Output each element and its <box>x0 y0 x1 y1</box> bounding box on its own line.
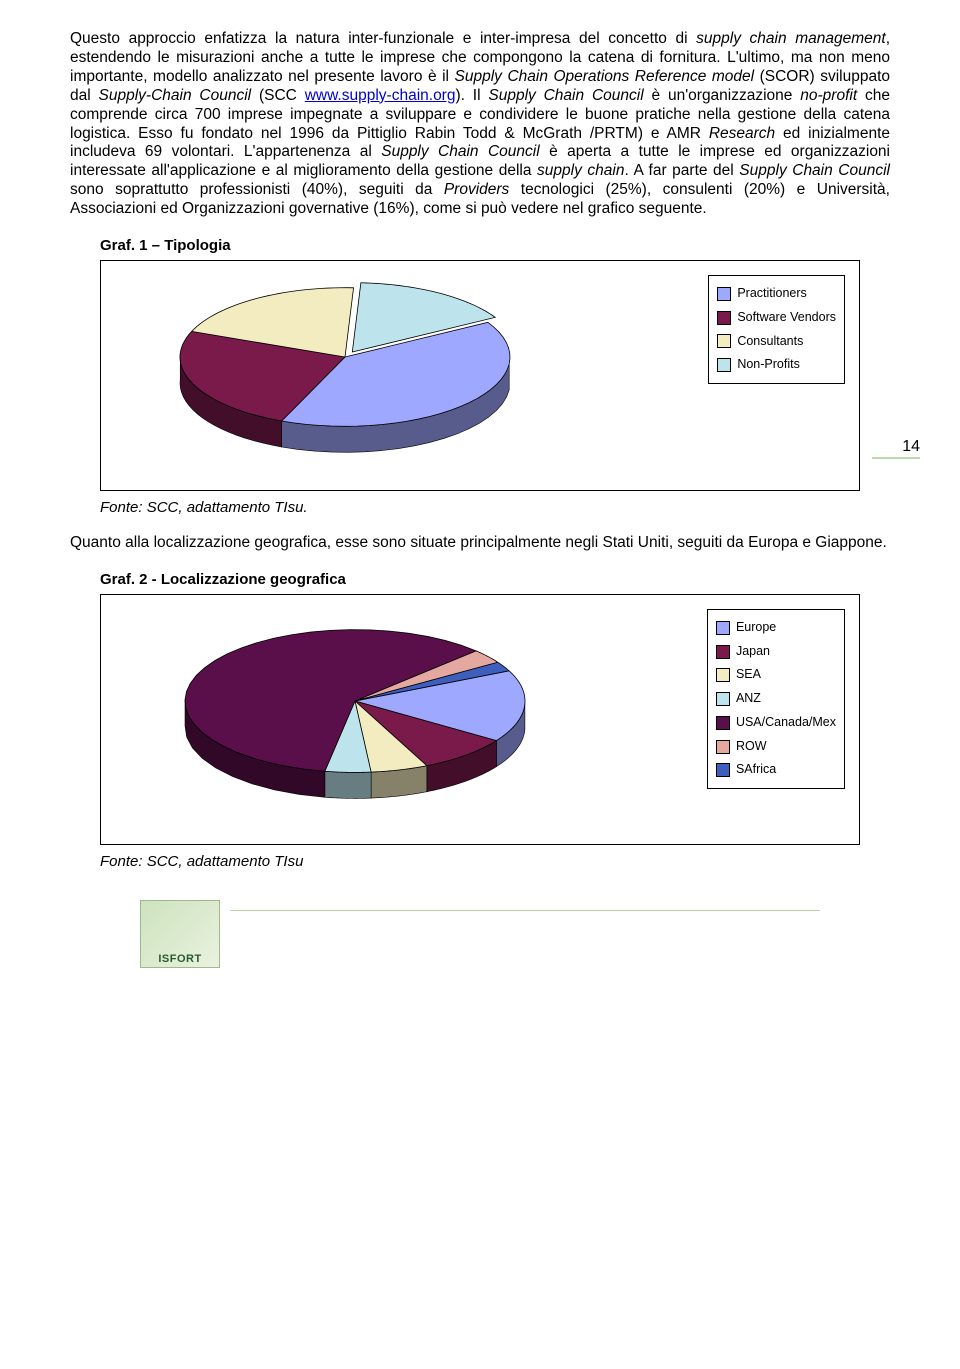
legend-swatch <box>717 358 731 372</box>
chart1-frame: PractitionersSoftware VendorsConsultants… <box>100 260 860 491</box>
chart2-legend: EuropeJapanSEAANZUSA/Canada/MexROWSAfric… <box>707 609 845 789</box>
legend-swatch <box>717 311 731 325</box>
legend-label: ANZ <box>736 687 761 711</box>
legend-item: ANZ <box>716 687 836 711</box>
chart1-legend: PractitionersSoftware VendorsConsultants… <box>708 275 845 384</box>
legend-label: Practitioners <box>737 282 806 306</box>
legend-label: Non-Profits <box>737 353 800 377</box>
chart2-frame: EuropeJapanSEAANZUSA/Canada/MexROWSAfric… <box>100 594 860 845</box>
page-footer: ISFORT <box>70 910 890 990</box>
legend-item: USA/Canada/Mex <box>716 711 836 735</box>
chart2-title: Graf. 2 - Localizzazione geografica <box>100 571 890 588</box>
legend-item: Japan <box>716 640 836 664</box>
legend-item: Consultants <box>717 330 836 354</box>
legend-item: Software Vendors <box>717 306 836 330</box>
legend-swatch <box>716 645 730 659</box>
mid-paragraph: Quanto alla localizzazione geografica, e… <box>70 534 890 553</box>
legend-label: Europe <box>736 616 776 640</box>
legend-label: Japan <box>736 640 770 664</box>
chart1-pie <box>115 271 635 471</box>
legend-label: SEA <box>736 663 761 687</box>
legend-swatch <box>716 763 730 777</box>
main-paragraph: Questo approccio enfatizza la natura int… <box>70 30 890 219</box>
legend-item: Europe <box>716 616 836 640</box>
legend-item: ROW <box>716 735 836 759</box>
legend-item: SEA <box>716 663 836 687</box>
legend-swatch <box>716 740 730 754</box>
legend-label: Software Vendors <box>737 306 836 330</box>
legend-swatch <box>717 287 731 301</box>
isfort-logo: ISFORT <box>140 900 220 968</box>
legend-label: USA/Canada/Mex <box>736 711 836 735</box>
legend-item: Practitioners <box>717 282 836 306</box>
legend-swatch <box>716 621 730 635</box>
footer-rule <box>230 910 820 911</box>
legend-swatch <box>716 692 730 706</box>
page-number: 14 <box>872 438 920 459</box>
legend-label: ROW <box>736 735 767 759</box>
legend-label: SAfrica <box>736 758 776 782</box>
legend-item: SAfrica <box>716 758 836 782</box>
chart2-source: Fonte: SCC, adattamento TIsu <box>100 853 890 870</box>
legend-label: Consultants <box>737 330 803 354</box>
legend-swatch <box>716 668 730 682</box>
legend-swatch <box>717 334 731 348</box>
chart1-title: Graf. 1 – Tipologia <box>100 237 890 254</box>
chart1-source: Fonte: SCC, adattamento TIsu. <box>100 499 890 516</box>
legend-swatch <box>716 716 730 730</box>
chart2-pie <box>115 605 635 825</box>
legend-item: Non-Profits <box>717 353 836 377</box>
